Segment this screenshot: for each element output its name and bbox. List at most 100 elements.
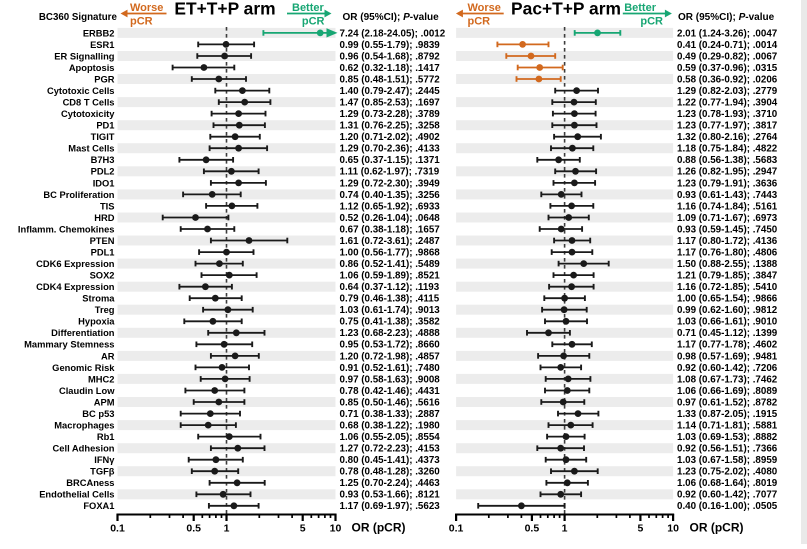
svg-text:AR: AR (101, 351, 115, 361)
svg-text:0.78 (0.48-1.28); .3260: 0.78 (0.48-1.28); .3260 (340, 467, 441, 478)
svg-text:0.41 (0.24-0.71); .0014: 0.41 (0.24-0.71); .0014 (677, 40, 778, 51)
svg-text:PD1: PD1 (96, 121, 114, 131)
svg-text:pCR: pCR (640, 16, 663, 28)
svg-text:BRCAness: BRCAness (66, 478, 114, 488)
svg-text:1.08 (0.67-1.73); .7462: 1.08 (0.67-1.73); .7462 (677, 374, 778, 385)
svg-text:0.96 (0.54-1.68); .8792: 0.96 (0.54-1.68); .8792 (340, 51, 441, 62)
svg-text:0.5: 0.5 (186, 523, 201, 535)
svg-text:0.67 (0.38-1.18); .1657: 0.67 (0.38-1.18); .1657 (340, 224, 441, 235)
svg-text:0.59 (0.37-0.96); .0315: 0.59 (0.37-0.96); .0315 (677, 63, 778, 74)
svg-text:OR (95%CI); P-value: OR (95%CI); P-value (343, 12, 440, 23)
svg-text:Worse: Worse (130, 2, 163, 14)
svg-text:0.62 (0.32-1.18); .1417: 0.62 (0.32-1.18); .1417 (340, 63, 441, 74)
svg-text:IDO1: IDO1 (93, 178, 115, 188)
svg-text:0.98 (0.57-1.69); .9481: 0.98 (0.57-1.69); .9481 (677, 351, 778, 362)
svg-text:0.86 (0.52-1.41); .5489: 0.86 (0.52-1.41); .5489 (340, 259, 441, 270)
svg-text:0.92 (0.60-1.42); .7077: 0.92 (0.60-1.42); .7077 (677, 490, 778, 501)
svg-text:Apoptosis: Apoptosis (69, 63, 115, 73)
svg-text:0.80 (0.45-1.41); .4373: 0.80 (0.45-1.41); .4373 (340, 455, 441, 466)
svg-text:1.23 (0.79-1.91); .3636: 1.23 (0.79-1.91); .3636 (677, 178, 778, 189)
svg-text:0.5: 0.5 (525, 523, 540, 535)
svg-text:1: 1 (224, 523, 230, 535)
svg-text:1.16 (0.72-1.85); .5410: 1.16 (0.72-1.85); .5410 (677, 282, 778, 293)
svg-text:0.91 (0.52-1.61); .7480: 0.91 (0.52-1.61); .7480 (340, 363, 441, 374)
svg-text:PDL2: PDL2 (91, 167, 115, 177)
svg-text:1.03 (0.69-1.53); .8882: 1.03 (0.69-1.53); .8882 (677, 432, 778, 443)
svg-text:CD8 T Cells: CD8 T Cells (63, 98, 115, 108)
svg-text:1.09 (0.71-1.67); .6973: 1.09 (0.71-1.67); .6973 (677, 213, 778, 224)
svg-text:7.24 (2.18-24.05); .0012: 7.24 (2.18-24.05); .0012 (340, 28, 446, 39)
svg-text:TIS: TIS (100, 201, 115, 211)
svg-text:0.74 (0.40-1.35); .3256: 0.74 (0.40-1.35); .3256 (340, 190, 441, 201)
svg-text:CDK6 Expression: CDK6 Expression (36, 259, 115, 269)
svg-text:0.71 (0.38-1.33); .2887: 0.71 (0.38-1.33); .2887 (340, 409, 441, 420)
svg-text:TGFβ: TGFβ (90, 467, 115, 477)
svg-text:1.61 (0.72-3.61); .2487: 1.61 (0.72-3.61); .2487 (340, 236, 441, 247)
svg-text:0.40 (0.16-1.00); .0505: 0.40 (0.16-1.00); .0505 (677, 501, 778, 512)
svg-text:1.29 (0.73-2.28); .3789: 1.29 (0.73-2.28); .3789 (340, 109, 441, 120)
svg-text:Cytotoxicity: Cytotoxicity (61, 109, 115, 119)
svg-text:1.50 (0.88-2.55); .1388: 1.50 (0.88-2.55); .1388 (677, 259, 778, 270)
svg-text:1.03 (0.61-1.74); .9013: 1.03 (0.61-1.74); .9013 (340, 305, 441, 316)
svg-text:BC Proliferation: BC Proliferation (43, 190, 114, 200)
svg-text:PDL1: PDL1 (91, 248, 115, 258)
svg-text:10: 10 (667, 523, 679, 535)
svg-text:IFNγ: IFNγ (94, 455, 115, 465)
svg-text:0.92 (0.60-1.42); .7206: 0.92 (0.60-1.42); .7206 (677, 363, 778, 374)
svg-text:0.93 (0.61-1.43); .7443: 0.93 (0.61-1.43); .7443 (677, 190, 778, 201)
svg-text:1.03 (0.66-1.61); .9010: 1.03 (0.66-1.61); .9010 (677, 317, 778, 328)
svg-text:0.85 (0.50-1.46); .5616: 0.85 (0.50-1.46); .5616 (340, 397, 441, 408)
svg-text:ER Signalling: ER Signalling (54, 51, 115, 61)
svg-text:Worse: Worse (468, 2, 501, 14)
svg-text:0.64 (0.37-1.12); .1193: 0.64 (0.37-1.12); .1193 (340, 282, 440, 293)
svg-text:Differentiation: Differentiation (51, 328, 115, 338)
svg-text:APM: APM (94, 397, 115, 407)
svg-text:Cytotoxic Cells: Cytotoxic Cells (47, 86, 115, 96)
svg-text:BC360 Signature: BC360 Signature (39, 12, 118, 23)
svg-text:1.17 (0.76-1.80); .4806: 1.17 (0.76-1.80); .4806 (677, 248, 778, 259)
svg-text:0.75 (0.41-1.38); .3582: 0.75 (0.41-1.38); .3582 (340, 317, 441, 328)
svg-text:0.58 (0.36-0.92); .0206: 0.58 (0.36-0.92); .0206 (677, 74, 778, 85)
svg-text:1: 1 (562, 523, 568, 535)
svg-text:1.29 (0.82-2.03); .2779: 1.29 (0.82-2.03); .2779 (677, 86, 778, 97)
svg-text:1.21 (0.79-1.85); .3847: 1.21 (0.79-1.85); .3847 (677, 271, 778, 282)
svg-text:1.29 (0.70-2.36); .4133: 1.29 (0.70-2.36); .4133 (340, 144, 441, 155)
svg-text:0.95 (0.53-1.72); .8660: 0.95 (0.53-1.72); .8660 (340, 340, 441, 351)
svg-text:0.65 (0.37-1.15); .1371: 0.65 (0.37-1.15); .1371 (340, 155, 441, 166)
svg-text:0.85 (0.48-1.51); .5772: 0.85 (0.48-1.51); .5772 (340, 74, 441, 85)
svg-text:1.14 (0.71-1.81); .5881: 1.14 (0.71-1.81); .5881 (677, 421, 778, 432)
svg-text:PTEN: PTEN (90, 236, 115, 246)
svg-text:0.71 (0.45-1.12); .1399: 0.71 (0.45-1.12); .1399 (677, 328, 778, 339)
svg-text:1.32 (0.80-2.16); .2764: 1.32 (0.80-2.16); .2764 (677, 132, 778, 143)
svg-text:0.49 (0.29-0.82); .0067: 0.49 (0.29-0.82); .0067 (677, 51, 778, 62)
svg-text:1.25 (0.70-2.24); .4463: 1.25 (0.70-2.24); .4463 (340, 478, 441, 489)
svg-text:Mammary Stemness: Mammary Stemness (24, 340, 114, 350)
svg-text:TIGIT: TIGIT (91, 132, 115, 142)
svg-text:1.03 (0.67-1.58); .8959: 1.03 (0.67-1.58); .8959 (677, 455, 778, 466)
svg-text:1.47 (0.85-2.53); .1697: 1.47 (0.85-2.53); .1697 (340, 98, 441, 109)
svg-text:5: 5 (637, 523, 643, 535)
svg-text:OR (pCR): OR (pCR) (690, 521, 744, 535)
svg-text:ET+T+P arm: ET+T+P arm (174, 0, 275, 19)
svg-text:pCR: pCR (302, 16, 325, 28)
svg-text:Genomic Risk: Genomic Risk (52, 363, 115, 373)
svg-text:Rb1: Rb1 (97, 432, 115, 442)
svg-text:10: 10 (330, 523, 342, 535)
svg-text:CDK4 Expression: CDK4 Expression (36, 282, 115, 292)
svg-text:1.27 (0.72-2.23); .4153: 1.27 (0.72-2.23); .4153 (340, 444, 441, 455)
svg-text:MHC2: MHC2 (88, 374, 114, 384)
svg-text:1.06 (0.59-1.89); .8521: 1.06 (0.59-1.89); .8521 (340, 271, 441, 282)
svg-text:B7H3: B7H3 (91, 155, 115, 165)
svg-text:1.16 (0.74-1.84); .5161: 1.16 (0.74-1.84); .5161 (677, 201, 778, 212)
svg-text:1.23 (0.75-2.02); .4080: 1.23 (0.75-2.02); .4080 (677, 467, 778, 478)
svg-text:1.31 (0.76-2.25); .3258: 1.31 (0.76-2.25); .3258 (340, 121, 441, 132)
svg-text:1.23 (0.68-2.23); .4888: 1.23 (0.68-2.23); .4888 (340, 328, 441, 339)
svg-text:Better: Better (624, 2, 657, 14)
svg-text:0.68 (0.38-1.22); .1980: 0.68 (0.38-1.22); .1980 (340, 421, 441, 432)
svg-text:1.00 (0.56-1.77); .9868: 1.00 (0.56-1.77); .9868 (340, 248, 441, 259)
svg-text:Claudin Low: Claudin Low (59, 386, 115, 396)
svg-text:1.22 (0.77-1.94); .3904: 1.22 (0.77-1.94); .3904 (677, 98, 778, 109)
svg-text:FOXA1: FOXA1 (83, 501, 114, 511)
svg-text:1.06 (0.66-1.69); .8089: 1.06 (0.66-1.69); .8089 (677, 386, 778, 397)
svg-text:Mast Cells: Mast Cells (68, 144, 114, 154)
